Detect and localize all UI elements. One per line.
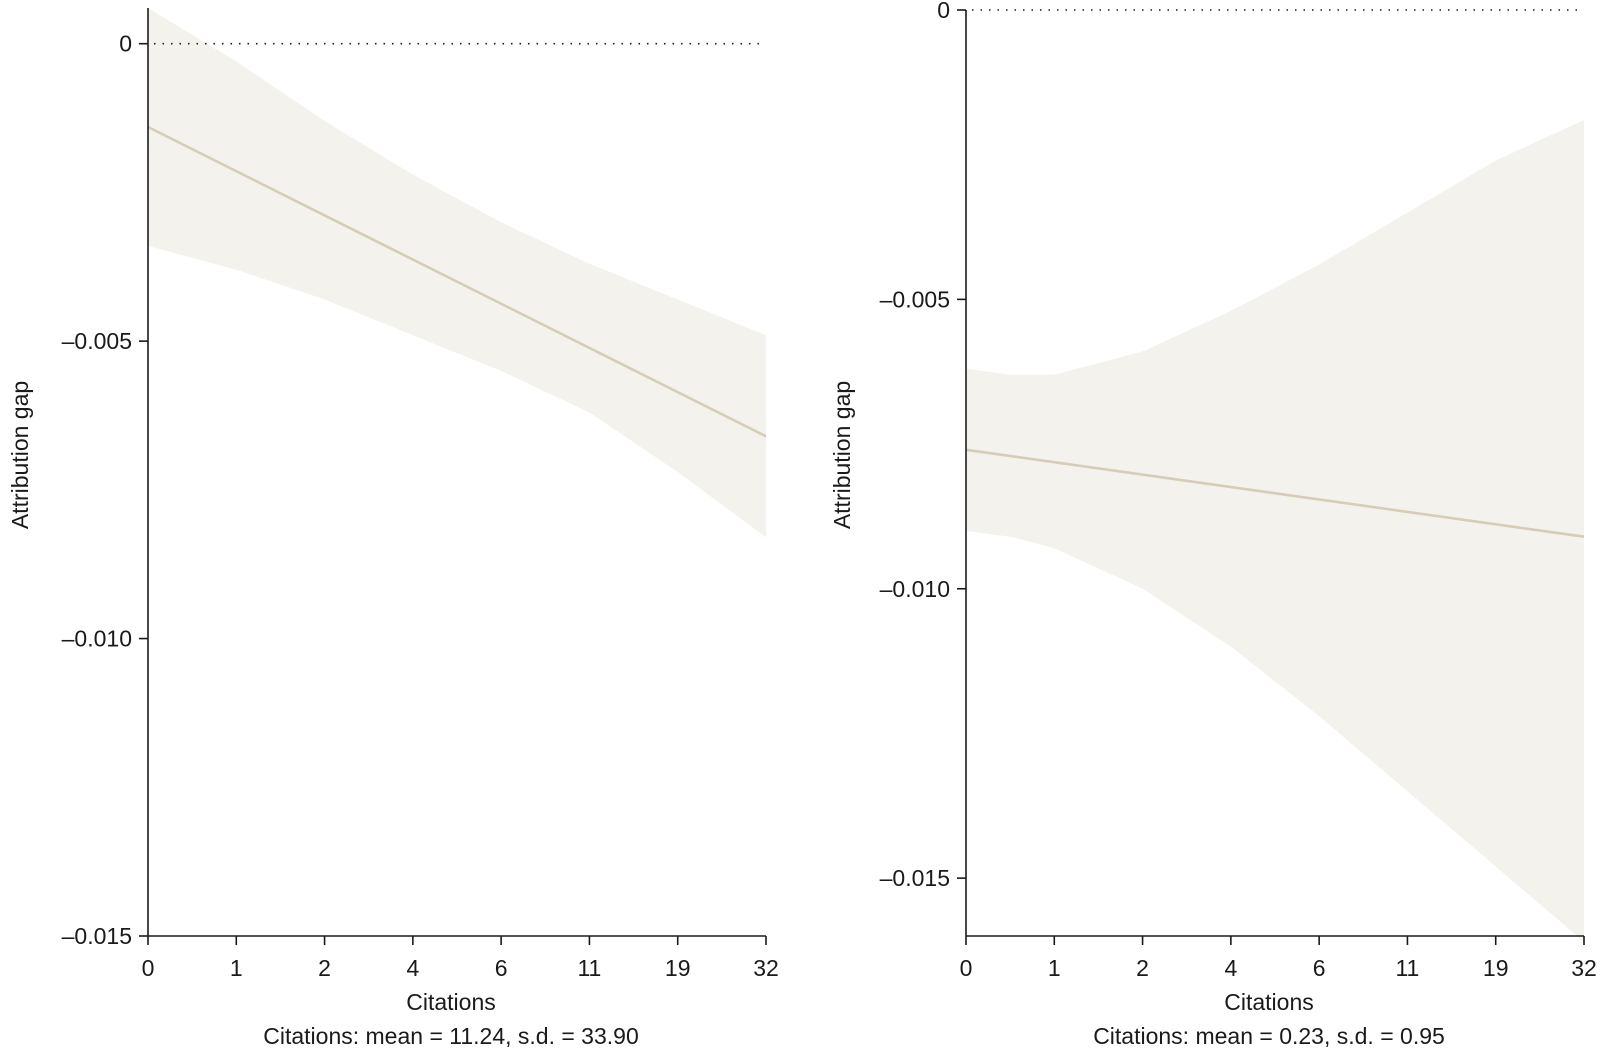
left-confidence-band-group (148, 8, 766, 538)
left-x-ticks: 0 1 2 4 6 11 19 32 (142, 936, 779, 981)
right-x-tick-label: 1 (1048, 955, 1061, 981)
left-confidence-band (148, 8, 766, 538)
right-x-tick-label: 11 (1395, 955, 1419, 981)
left-fit-line (147, 125, 767, 438)
right-summary-note: Citations: mean = 0.23, s.d. = 0.95 (1093, 1023, 1445, 1049)
left-x-tick-label: 0 (142, 955, 155, 981)
right-fit-line (965, 448, 1585, 538)
left-y-axis-title: Attribution gap (7, 381, 33, 529)
left-y-tick-label: –0.010 (62, 626, 132, 652)
right-x-tick-label: 6 (1313, 955, 1326, 981)
left-x-tick-label: 1 (230, 955, 243, 981)
left-summary-note: Citations: mean = 11.24, s.d. = 33.90 (263, 1023, 638, 1049)
left-y-tick-label: 0 (119, 31, 132, 57)
right-x-tick-label: 19 (1483, 955, 1509, 981)
right-y-ticks: 0 –0.005 –0.010 –0.015 (880, 0, 966, 891)
left-y-ticks: 0 –0.005 –0.010 –0.015 (62, 31, 148, 949)
left-y-tick-label: –0.015 (62, 923, 132, 949)
right-x-tick-label: 32 (1571, 955, 1597, 981)
right-confidence-band-group (966, 120, 1584, 942)
right-confidence-band (966, 120, 1584, 942)
right-y-tick-label: –0.005 (880, 286, 950, 312)
left-x-tick-label: 6 (495, 955, 508, 981)
right-y-tick-label: –0.010 (880, 576, 950, 602)
right-y-axis-title: Attribution gap (829, 381, 855, 529)
right-x-ticks: 0 1 2 4 6 11 19 32 (960, 936, 1597, 981)
left-x-tick-label: 19 (665, 955, 691, 981)
right-x-tick-label: 0 (960, 955, 973, 981)
left-x-tick-label: 11 (577, 955, 601, 981)
right-y-tick-label: –0.015 (880, 865, 950, 891)
left-x-axis-title: Citations (406, 989, 495, 1015)
right-x-tick-label: 2 (1136, 955, 1149, 981)
right-y-tick-label: 0 (937, 0, 950, 23)
left-x-tick-label: 4 (406, 955, 419, 981)
right-x-axis-title: Citations (1224, 989, 1313, 1015)
left-x-tick-label: 32 (753, 955, 779, 981)
right-x-tick-label: 4 (1224, 955, 1237, 981)
left-y-tick-label: –0.005 (62, 328, 132, 354)
left-panel: 0 –0.005 –0.010 –0.015 0 1 2 4 6 11 19 32 Attribut… (7, 8, 779, 1049)
right-panel: 0 –0.005 –0.010 –0.015 0 1 2 4 6 11 19 32 Attribut… (829, 0, 1597, 1049)
left-x-tick-label: 2 (318, 955, 331, 981)
